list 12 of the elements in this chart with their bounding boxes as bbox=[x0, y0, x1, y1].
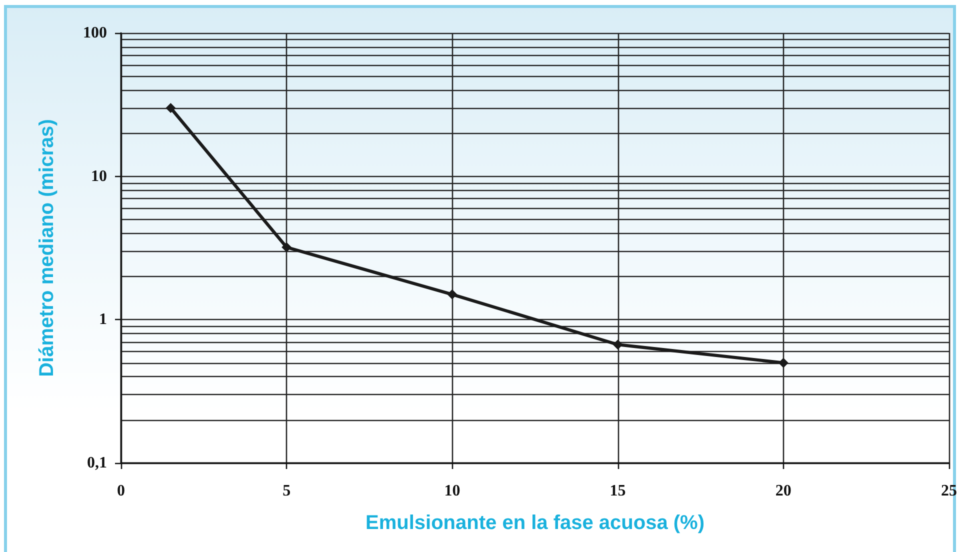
x-tick-label: 10 bbox=[444, 482, 460, 500]
x-axis-title: Emulsionante en la fase acuosa (%) bbox=[366, 512, 704, 534]
y-tick-label: 0,1 bbox=[87, 454, 107, 472]
x-tick-label: 0 bbox=[117, 482, 125, 500]
x-tick-label: 25 bbox=[941, 482, 957, 500]
x-tick-label: 15 bbox=[610, 482, 626, 500]
y-tick-label: 1 bbox=[99, 311, 107, 328]
y-tick-label: 10 bbox=[91, 168, 107, 185]
x-tick-label: 20 bbox=[775, 482, 792, 500]
y-axis-title: Diámetro mediano (micras) bbox=[36, 119, 58, 377]
y-tick-label: 100 bbox=[83, 24, 107, 42]
x-tick-label: 5 bbox=[282, 482, 291, 500]
